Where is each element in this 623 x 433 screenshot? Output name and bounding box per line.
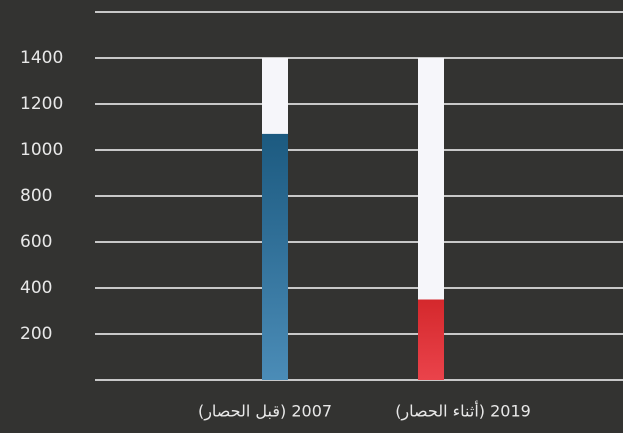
y-tick-label: 1000 — [20, 140, 63, 160]
x-tick-label: 2007 (قبل الحصار) — [198, 402, 332, 422]
y-tick-label: 200 — [20, 324, 52, 344]
y-tick-label: 1200 — [20, 94, 63, 114]
y-tick-label: 1400 — [20, 48, 63, 68]
y-tick-label: 400 — [20, 278, 52, 298]
x-tick-label: 2019 (أثناء الحصار) — [395, 401, 531, 422]
bar — [418, 299, 444, 380]
y-tick-label: 600 — [20, 232, 52, 252]
y-tick-label: 800 — [20, 186, 52, 206]
bar — [262, 133, 288, 380]
